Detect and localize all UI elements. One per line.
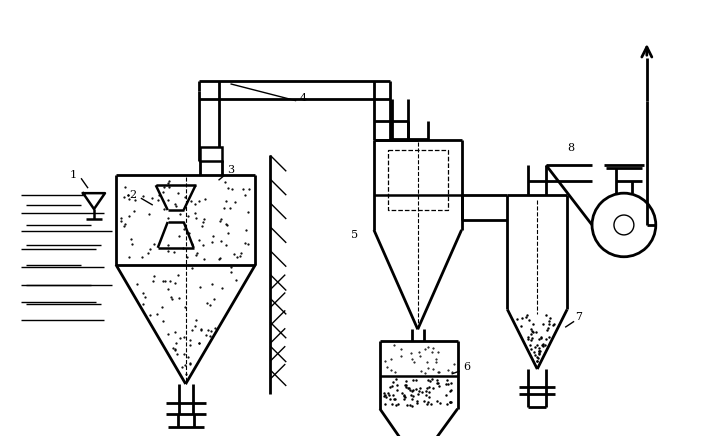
- Text: 3: 3: [227, 165, 234, 175]
- Text: 6: 6: [463, 362, 470, 372]
- Text: 8: 8: [567, 143, 575, 153]
- Bar: [199, 147, 222, 161]
- Text: 5: 5: [352, 230, 359, 240]
- Polygon shape: [83, 193, 105, 209]
- Text: 4: 4: [300, 93, 307, 103]
- Text: 7: 7: [576, 312, 583, 323]
- Text: 1: 1: [69, 170, 77, 180]
- Text: 2: 2: [129, 190, 136, 200]
